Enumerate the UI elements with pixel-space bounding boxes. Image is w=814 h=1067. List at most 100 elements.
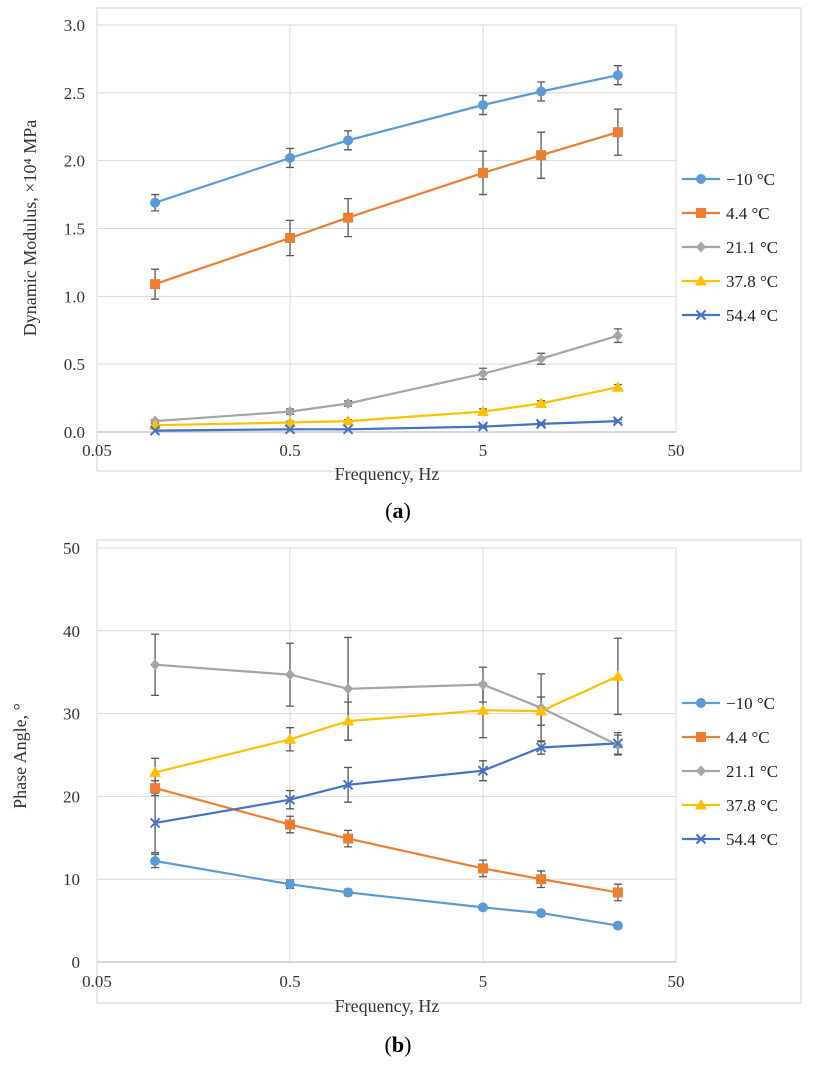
panel-a-data-point: [284, 424, 296, 435]
panel-b-legend-marker: [696, 698, 706, 708]
panel-a-series-line-1: [154, 131, 619, 286]
panel-b-y-tick-label: 30: [63, 705, 80, 724]
panel-a-legend-label: 37.8 °C: [726, 272, 778, 291]
panel-b-data-point: [343, 833, 354, 844]
panel-a-legend-marker: [695, 309, 707, 321]
panel-b-data-point: [150, 659, 161, 671]
panel-a-caption-open: (: [385, 498, 392, 523]
panel-a-tick-labels: 0.0 0.5 1.0 1.5 2.0 2.5 3.0 0.05 0.5 5 50: [64, 16, 685, 460]
panel-a-series-line-2: [155, 334, 619, 423]
panel-b-legend-marker: [696, 732, 706, 742]
panel-b-series-line-3: [154, 675, 619, 774]
panel-a-y-tick-label: 1.0: [64, 287, 85, 306]
panel-a-y-tick-label: 3.0: [64, 16, 85, 35]
panel-b-caption: (b): [385, 1032, 412, 1057]
panel-a-data-point: [612, 415, 624, 427]
panel-b-series-line-2: [155, 663, 619, 747]
panel-b-y-axis-label: Phase Angle, °: [10, 703, 30, 809]
panel-b-data-point: [478, 902, 488, 913]
panel-b-legend-marker: [695, 799, 707, 810]
panel-b-data-point: [343, 683, 354, 695]
panel-a-legend-label: −10 °C: [726, 170, 775, 189]
panel-b-data-point: [342, 715, 355, 726]
panel-b-data-point: [285, 819, 295, 830]
panel-a-x-axis-label: Frequency, Hz: [335, 464, 440, 484]
panel-a-y-tick-label: 2.0: [64, 152, 85, 171]
panel-b-y-tick-label: 20: [63, 787, 80, 806]
panel-a-data-points: [149, 70, 624, 436]
panel-b-legend-label: −10 °C: [726, 694, 775, 713]
panel-a-frame: [96, 7, 802, 472]
panel-a-legend-marker: [696, 174, 706, 184]
panel-a-x-tick-label: 0.05: [82, 441, 112, 460]
panel-b-series-line-0: [154, 859, 619, 927]
panel-b-y-tick-label: 40: [63, 622, 80, 641]
panel-a-series-line-4: [155, 420, 618, 432]
panel-b-tick-labels: 0 10 20 30 40 50 0.05 0.5 5 50: [63, 539, 685, 991]
panel-a-data-point: [285, 406, 295, 418]
panel-a-caption-letter: a: [393, 498, 404, 523]
panel-a-legend-marker: [696, 241, 706, 253]
panel-b-y-tick-label: 10: [63, 870, 80, 889]
panel-b-data-point: [477, 765, 489, 776]
panel-b-data-point: [284, 794, 296, 805]
panel-b-series-line-4: [154, 742, 618, 824]
panel-a-y-tick-label: 1.5: [64, 220, 85, 239]
panel-b-x-axis-label: Frequency, Hz: [335, 996, 440, 1016]
panel-a-data-point: [478, 100, 488, 111]
panel-a-data-point: [611, 381, 624, 392]
panel-b-data-point: [343, 887, 354, 898]
panel-b-data-point: [342, 779, 354, 791]
panel-b-data-point: [536, 874, 547, 885]
panel-a-data-point: [284, 416, 296, 428]
panel-a-legend-label: 54.4 °C: [726, 306, 778, 325]
panel-a-x-tick-label: 5: [479, 441, 488, 460]
panel-a-data-point: [536, 150, 547, 161]
panel-b-x-tick-label: 5: [479, 972, 488, 991]
panel-a-caption-close: ): [404, 498, 411, 523]
panel-a-data-point: [478, 167, 488, 178]
panel-b-x-tick-label: 0.5: [279, 972, 300, 991]
panel-a-data-point: [285, 152, 295, 163]
panel-a-series-lines: [154, 74, 619, 432]
panel-b-caption-close: ): [404, 1032, 411, 1057]
panel-b-series-line-1: [154, 787, 619, 894]
panel-a-x-tick-label: 0.5: [279, 441, 300, 460]
panel-a-data-point: [535, 397, 548, 409]
panel-a-data-point: [477, 421, 489, 432]
panel-a-data-point: [535, 418, 547, 430]
panel-b-data-point: [612, 920, 623, 931]
panel-a-legend: −10 °C 4.4 °C 21.1 °C 37.8 °C 54.4 °C: [682, 170, 778, 325]
panel-a-data-point: [342, 424, 354, 435]
panel-a-data-point: [343, 398, 354, 410]
panel-a-data-point: [477, 405, 489, 417]
panel-a-data-point: [285, 232, 295, 243]
panel-b-legend-marker: [695, 833, 707, 845]
panel-b-caption-open: (: [385, 1032, 392, 1057]
panel-a-dynamic-modulus: 0.0 0.5 1.0 1.5 2.0 2.5 3.0 0.05 0.5 5 50 Frequenc…: [20, 7, 802, 523]
panel-b-data-point: [149, 766, 162, 777]
panel-b-gridlines: [96, 547, 677, 963]
panel-a-data-point: [150, 197, 161, 208]
panel-b-series-lines: [154, 663, 619, 927]
panel-b-data-point: [535, 705, 548, 716]
panel-a-caption: (a): [385, 498, 411, 523]
panel-b-phase-angle: 0 10 20 30 40 50 0.05 0.5 5 50 Frequency, Hz Phas…: [10, 539, 802, 1057]
panel-b-data-point: [149, 817, 161, 829]
panel-a-legend-label: 21.1 °C: [726, 238, 778, 257]
panel-b-legend: −10 °C 4.4 °C 21.1 °C 37.8 °C 54.4 °C: [682, 694, 778, 849]
panel-a-data-point: [536, 86, 547, 97]
panel-b-caption-letter: b: [392, 1032, 404, 1057]
panel-a-data-point: [149, 425, 161, 436]
panel-a-data-point: [478, 368, 488, 380]
panel-a-data-point: [150, 279, 161, 290]
panel-b-y-tick-label: 50: [63, 539, 80, 558]
panel-b-data-point: [611, 670, 624, 681]
panel-b-data-point: [150, 783, 161, 794]
panel-b-data-point: [285, 879, 295, 890]
panel-b-data-point: [535, 742, 547, 753]
panel-b-data-point: [478, 863, 488, 874]
panel-a-x-tick-label: 50: [668, 441, 685, 460]
panel-b-legend-label: 4.4 °C: [726, 728, 770, 747]
